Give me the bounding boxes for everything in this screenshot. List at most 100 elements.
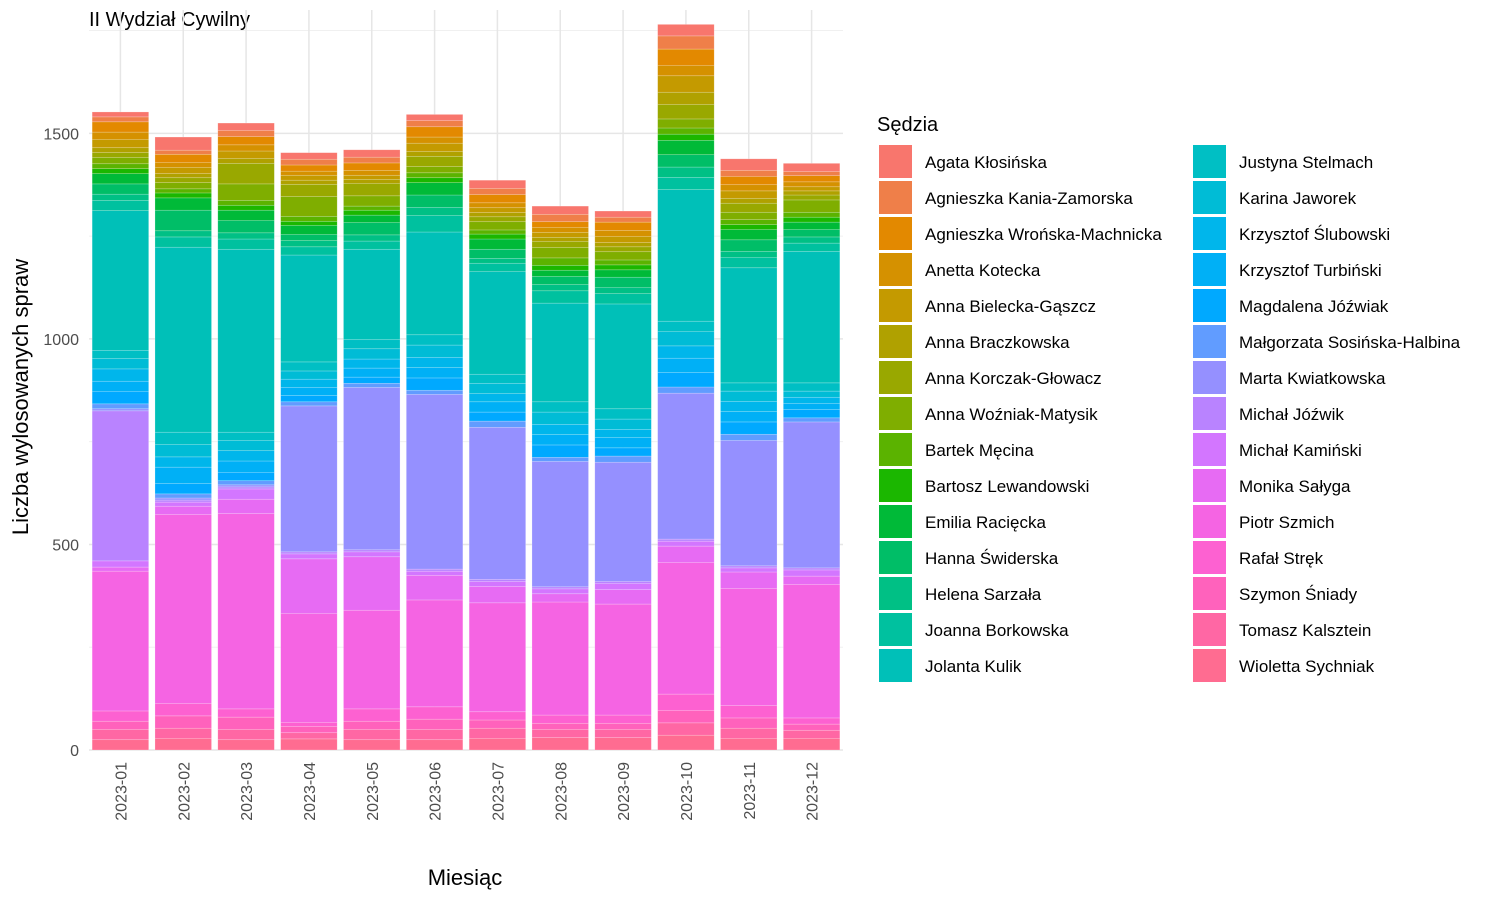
bar-segment — [594, 722, 652, 730]
y-tick-label: 1000 — [43, 332, 79, 349]
bar-segment — [594, 729, 652, 738]
bar-segment — [280, 174, 338, 181]
bar-segment — [406, 729, 464, 741]
bar-segment — [594, 461, 652, 582]
bar-segment — [154, 444, 212, 458]
bar-segment — [154, 246, 212, 433]
bar-segment — [720, 588, 778, 706]
bar-segment — [468, 373, 526, 384]
bar-segment — [531, 737, 589, 751]
bar-segment — [280, 164, 338, 172]
bar-segment — [343, 339, 401, 350]
bar-segment — [406, 367, 464, 379]
legend-key — [1193, 181, 1226, 214]
bar-segment — [91, 111, 149, 118]
bar-segment — [657, 118, 715, 129]
bar-segment — [343, 382, 401, 388]
bar-segment — [594, 210, 652, 218]
bar-segment — [280, 254, 338, 363]
bar-segment — [217, 232, 275, 240]
bar-segment — [343, 609, 401, 710]
legend-key — [1193, 505, 1226, 538]
bar-segment — [406, 142, 464, 152]
bar-segment — [720, 411, 778, 423]
bar-segment — [154, 149, 212, 155]
bar-segment — [343, 162, 401, 171]
bar-segment — [468, 229, 526, 235]
bar-segment — [91, 168, 149, 174]
legend-label: Bartosz Lewandowski — [925, 477, 1089, 496]
bar-segment — [468, 202, 526, 209]
bar-segment — [468, 579, 526, 582]
bar-segment — [783, 567, 841, 571]
bar-segment — [594, 603, 652, 716]
bar-segment — [468, 221, 526, 231]
bar-segment — [280, 225, 338, 235]
bar-segment — [217, 144, 275, 152]
bar-segment — [720, 390, 778, 402]
bar-segment — [657, 140, 715, 156]
bar-segment — [154, 154, 212, 163]
bar-segment — [280, 158, 338, 166]
bar-segment — [468, 719, 526, 729]
bar-segment — [406, 172, 464, 179]
bar-segment — [657, 372, 715, 388]
bar-segment — [217, 183, 275, 201]
bar-segment — [91, 729, 149, 741]
legend-key — [879, 541, 912, 574]
bar-segment — [720, 705, 778, 719]
bar-segment — [657, 392, 715, 540]
bar-segment — [91, 566, 149, 572]
bar-segment — [91, 710, 149, 722]
bar-segment — [783, 417, 841, 423]
bar-segment — [783, 211, 841, 218]
bar-segment — [217, 431, 275, 441]
bar-segment — [91, 570, 149, 712]
bar-segment — [217, 248, 275, 433]
x-tick-label: 2023-12 — [805, 762, 822, 821]
bar-segment — [468, 233, 526, 240]
bar-segment — [154, 499, 212, 503]
bar-segment — [594, 293, 652, 305]
bar-segment — [468, 393, 526, 403]
legend-label: Anetta Kotecka — [925, 261, 1041, 280]
bar-segment — [217, 150, 275, 159]
bar-segment — [280, 152, 338, 160]
bar-segment — [217, 136, 275, 146]
bar-segment — [343, 358, 401, 369]
bar-segment — [91, 560, 149, 568]
bar-segment — [594, 221, 652, 231]
bar-segment — [657, 177, 715, 190]
bar-segment — [154, 197, 212, 211]
legend-label: Joanna Borkowska — [925, 621, 1069, 640]
bar-segment — [406, 151, 464, 157]
bar-segment — [406, 231, 464, 336]
bar-segment — [657, 35, 715, 50]
legend-label: Rafał Stręk — [1239, 549, 1324, 568]
bar-segment — [783, 396, 841, 404]
bar-segment — [343, 222, 401, 236]
bar-segment — [406, 156, 464, 167]
bar-segment — [154, 167, 212, 174]
bar-segment — [217, 513, 275, 710]
bar-segment — [657, 722, 715, 736]
bar-segment — [280, 395, 338, 403]
bar-segment — [720, 567, 778, 573]
bar-segment — [280, 361, 338, 372]
legend-key — [1193, 613, 1226, 646]
bar-segment — [531, 241, 589, 248]
bar-segment — [217, 484, 275, 488]
bar-segment — [468, 411, 526, 422]
bar-segment — [217, 209, 275, 221]
bar-segment — [657, 65, 715, 77]
bar-segment — [343, 214, 401, 223]
bar-segment — [91, 116, 149, 123]
bar-segment — [594, 429, 652, 438]
bar-segment — [783, 199, 841, 213]
bar-segment — [720, 421, 778, 435]
bar-segment — [720, 727, 778, 739]
bar-segment — [154, 501, 212, 507]
bar-segment — [343, 205, 401, 211]
legend-key — [1193, 145, 1226, 178]
bar-segment — [720, 224, 778, 230]
